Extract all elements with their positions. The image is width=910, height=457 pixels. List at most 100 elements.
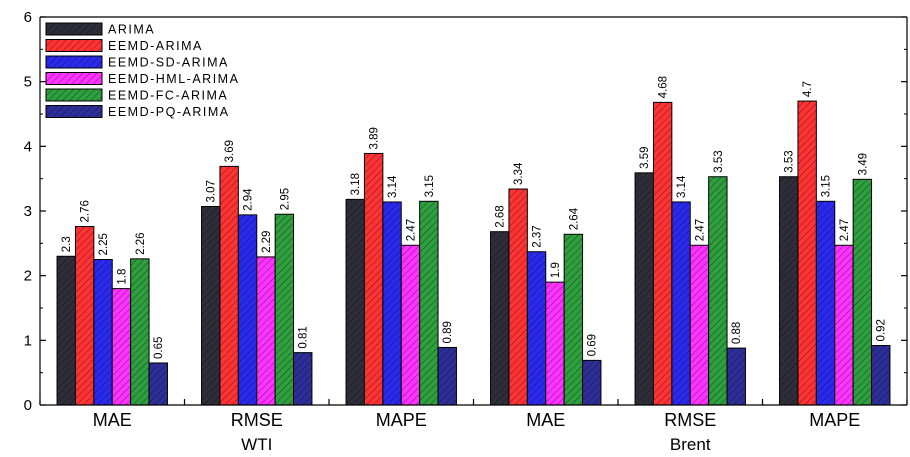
bar-eemd-pq-arima-1 — [293, 352, 313, 406]
bar-eemd-arima-4 — [652, 101, 673, 406]
legend-swatch-eemd-fc-arima — [45, 88, 103, 102]
data-label-eemd-hml-arima-1: 2.29 — [261, 231, 273, 253]
bar-eemd-sd-arima-0 — [93, 259, 113, 406]
data-label-arima-2: 3.18 — [350, 173, 362, 195]
data-label-eemd-sd-arima-0: 2.25 — [98, 233, 110, 255]
data-label-eemd-arima-3: 3.34 — [513, 162, 525, 185]
bar-eemd-fc-arima-4 — [708, 176, 728, 406]
x-tick-label-2: MAPE — [376, 410, 427, 430]
group-label-brent: Brent — [670, 435, 711, 454]
data-label-eemd-arima-0: 2.76 — [80, 200, 92, 222]
data-label-eemd-arima-4: 4.68 — [658, 76, 670, 98]
data-label-eemd-pq-arima-1: 0.81 — [298, 326, 310, 348]
legend-swatch-arima — [45, 22, 103, 36]
x-tick-label-1: RMSE — [231, 410, 283, 430]
y-tick-label-3: 3 — [24, 203, 32, 220]
bar-eemd-fc-arima-2 — [419, 200, 439, 406]
bar-eemd-arima-1 — [219, 165, 239, 406]
y-tick-label-4: 4 — [24, 138, 32, 155]
bar-eemd-arima-0 — [74, 226, 95, 406]
data-label-eemd-pq-arima-3: 0.69 — [587, 334, 599, 356]
data-label-arima-4: 3.59 — [639, 146, 651, 168]
bars-layer — [56, 100, 891, 406]
data-label-eemd-hml-arima-5: 2.47 — [839, 219, 851, 241]
legend-label-eemd-fc-arima: EEMD-FC-ARIMA — [108, 89, 228, 103]
x-tick-label-3: MAE — [526, 410, 565, 430]
bar-arima-2 — [345, 198, 365, 406]
legend-swatch-eemd-arima — [45, 39, 103, 52]
y-tick-label-0: 0 — [24, 397, 32, 414]
legend-swatch-eemd-pq-arima — [45, 105, 103, 118]
data-label-eemd-sd-arima-5: 3.15 — [821, 175, 833, 197]
y-tick-label-2: 2 — [24, 268, 32, 285]
data-label-arima-1: 3.07 — [206, 180, 218, 202]
legend-label-eemd-hml-arima: EEMD-HML-ARIMA — [108, 72, 239, 86]
bar-eemd-hml-arima-0 — [111, 288, 132, 406]
bar-eemd-fc-arima-1 — [274, 213, 295, 406]
x-tick-label-4: RMSE — [664, 410, 716, 430]
data-label-eemd-arima-1: 3.69 — [224, 140, 236, 162]
bar-eemd-hml-arima-1 — [256, 256, 276, 406]
data-label-arima-5: 3.53 — [784, 150, 796, 172]
data-label-eemd-hml-arima-4: 2.47 — [694, 219, 706, 241]
data-label-eemd-fc-arima-1: 2.95 — [279, 188, 291, 210]
bar-eemd-pq-arima-4 — [726, 347, 746, 406]
bar-eemd-hml-arima-4 — [689, 244, 710, 406]
bar-eemd-sd-arima-4 — [671, 201, 691, 406]
data-label-eemd-pq-arima-4: 0.88 — [731, 322, 743, 344]
data-label-eemd-fc-arima-5: 3.49 — [857, 153, 869, 175]
data-label-eemd-arima-5: 4.7 — [802, 81, 814, 97]
bar-arima-1 — [201, 205, 221, 406]
bar-arima-0 — [56, 255, 76, 406]
bar-arima-4 — [634, 172, 654, 406]
bar-eemd-sd-arima-2 — [382, 201, 402, 406]
bar-eemd-hml-arima-5 — [834, 244, 854, 406]
bar-eemd-fc-arima-5 — [852, 178, 873, 406]
data-label-eemd-sd-arima-3: 2.37 — [532, 225, 544, 247]
legend-swatch-eemd-sd-arima — [45, 55, 103, 69]
legend-label-eemd-pq-arima: EEMD-PQ-ARIMA — [108, 105, 230, 119]
bar-eemd-fc-arima-3 — [563, 233, 584, 406]
data-label-eemd-pq-arima-0: 0.65 — [153, 337, 165, 359]
legend-label-eemd-arima: EEMD-ARIMA — [108, 39, 203, 53]
bar-eemd-sd-arima-3 — [526, 251, 547, 406]
bar-eemd-pq-arima-5 — [871, 345, 891, 406]
bar-arima-5 — [779, 176, 799, 406]
bar-eemd-pq-arima-2 — [437, 346, 457, 406]
data-label-eemd-sd-arima-4: 3.14 — [676, 175, 688, 198]
legend-label-eemd-sd-arima: EEMD-SD-ARIMA — [108, 56, 229, 70]
legend: ARIMA EEMD-ARIMA EEMD-SD-ARIMA EEMD-HML-ARI… — [45, 22, 239, 119]
data-label-arima-0: 2.3 — [61, 236, 73, 252]
data-label-eemd-hml-arima-2: 2.47 — [405, 219, 417, 241]
bar-eemd-arima-2 — [363, 152, 384, 406]
axes-layer: 0 1 2 3 4 5 6 MAE RMSE MAPE MAE RMSE MAPE WTI Brent — [24, 9, 908, 454]
bar-eemd-hml-arima-2 — [400, 244, 421, 406]
group-label-wti: WTI — [241, 435, 272, 454]
legend-swatch-eemd-hml-arima — [45, 72, 103, 85]
y-tick-label-5: 5 — [24, 74, 32, 91]
y-tick-label-1: 1 — [24, 332, 32, 349]
data-label-eemd-sd-arima-2: 3.14 — [387, 175, 399, 198]
data-label-eemd-pq-arima-2: 0.89 — [442, 321, 454, 343]
data-label-eemd-sd-arima-1: 2.94 — [243, 188, 255, 211]
data-label-eemd-hml-arima-0: 1.8 — [116, 269, 128, 285]
data-label-eemd-fc-arima-0: 2.26 — [135, 232, 147, 254]
bar-eemd-sd-arima-5 — [815, 200, 836, 406]
data-label-eemd-hml-arima-3: 1.9 — [550, 262, 562, 278]
bar-eemd-arima-5 — [797, 100, 817, 406]
x-tick-label-0: MAE — [93, 410, 132, 430]
data-label-eemd-pq-arima-5: 0.92 — [876, 319, 888, 341]
bar-eemd-fc-arima-0 — [130, 258, 150, 406]
y-tick-label-6: 6 — [24, 9, 32, 26]
bar-eemd-hml-arima-3 — [545, 281, 565, 406]
x-tick-label-5: MAPE — [809, 410, 860, 430]
data-label-eemd-arima-2: 3.89 — [369, 127, 381, 149]
data-label-eemd-fc-arima-2: 3.15 — [424, 175, 436, 197]
bar-eemd-sd-arima-1 — [237, 214, 258, 406]
bar-eemd-arima-3 — [508, 188, 528, 406]
data-label-eemd-fc-arima-4: 3.53 — [713, 150, 725, 172]
data-label-eemd-fc-arima-3: 2.64 — [568, 207, 580, 230]
bar-eemd-pq-arima-3 — [582, 359, 602, 406]
data-labels-layer: 2.3 2.76 2.25 1.8 2.26 0.65 3.07 3.69 2.94 2.29 2.… — [61, 76, 888, 359]
